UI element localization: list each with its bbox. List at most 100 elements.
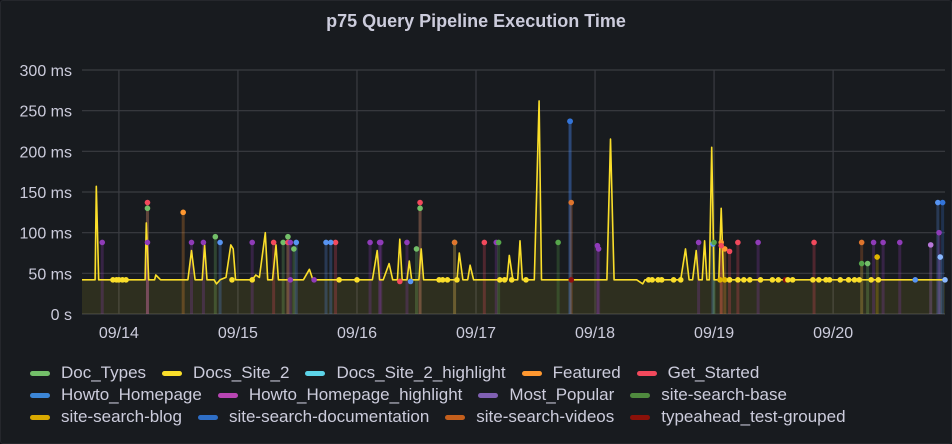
data-point-Doc_Types[interactable]	[413, 246, 420, 252]
data-point-Docs_Site_2[interactable]	[336, 277, 342, 283]
data-point-Howto_Homepage[interactable]	[293, 239, 300, 246]
data-point-Most_Popular[interactable]	[367, 239, 373, 246]
data-point-Get_Started[interactable]	[270, 239, 277, 246]
data-point-Docs_Site_2[interactable]	[868, 277, 874, 283]
data-point-Get_Started[interactable]	[144, 199, 151, 206]
data-point-Doc_Types[interactable]	[280, 239, 286, 246]
legend-item[interactable]: Get_Started	[636, 362, 759, 384]
data-point-Docs_Site_2[interactable]	[497, 277, 503, 283]
data-point-site-search-videos[interactable]	[451, 239, 458, 246]
data-point-typeahead_test-grouped[interactable]	[568, 277, 575, 283]
data-point-Docs_Site_2_highlight[interactable]	[937, 254, 944, 260]
data-point-Most_Popular[interactable]	[287, 277, 294, 283]
data-point-Howto_Homepage_highlight[interactable]	[927, 242, 934, 248]
data-point-Docs_Site_2[interactable]	[785, 277, 791, 283]
data-point-Most_Popular[interactable]	[870, 239, 877, 246]
data-point-Docs_Site_2[interactable]	[816, 277, 822, 283]
data-point-Docs_Site_2[interactable]	[649, 277, 655, 283]
data-point-Docs_Site_2[interactable]	[508, 277, 515, 283]
data-point-Get_Started[interactable]	[417, 199, 423, 206]
data-point-Howto_Homepage[interactable]	[935, 199, 941, 206]
data-point-Get_Started[interactable]	[726, 248, 733, 255]
data-point-Most_Popular[interactable]	[99, 239, 106, 246]
data-point-Docs_Site_2[interactable]	[229, 277, 235, 283]
legend-item[interactable]: site-search-base	[630, 384, 787, 406]
data-point-Doc_Types[interactable]	[291, 246, 297, 252]
data-point-Docs_Site_2[interactable]	[845, 277, 852, 283]
data-point-Get_Started[interactable]	[397, 278, 403, 285]
data-point-Docs_Site_2[interactable]	[677, 277, 684, 283]
data-point-site-search-documentation[interactable]	[567, 118, 573, 125]
legend-item[interactable]: typeahead_test-grouped	[630, 406, 846, 428]
data-point-Most_Popular[interactable]	[188, 239, 195, 246]
data-point-Most_Popular[interactable]	[595, 246, 602, 252]
data-point-site-search-base[interactable]	[711, 239, 717, 246]
legend-item[interactable]: Docs_Site_2	[162, 362, 289, 384]
data-point-Docs_Site_2[interactable]	[851, 277, 858, 283]
data-point-Docs_Site_2[interactable]	[658, 277, 665, 283]
legend-item[interactable]: site-search-blog	[30, 406, 182, 428]
data-point-Doc_Types[interactable]	[285, 233, 291, 240]
data-point-Docs_Site_2[interactable]	[775, 277, 782, 283]
data-point-Most_Popular[interactable]	[377, 239, 384, 246]
data-point-Docs_Site_2[interactable]	[444, 277, 451, 283]
data-point-Docs_Site_2[interactable]	[454, 277, 460, 283]
data-point-Most_Popular[interactable]	[936, 229, 942, 236]
legend-item[interactable]: site-search-documentation	[197, 406, 429, 428]
data-point-Most_Popular[interactable]	[695, 239, 702, 246]
data-point-Docs_Site_2[interactable]	[501, 277, 508, 283]
data-point-site-search-base[interactable]	[495, 239, 502, 246]
data-point-Howto_Homepage[interactable]	[407, 278, 414, 285]
data-point-Get_Started[interactable]	[811, 239, 817, 246]
data-point-Most_Popular[interactable]	[311, 277, 317, 283]
data-point-site-search-blog[interactable]	[874, 254, 880, 260]
data-point-Docs_Site_2[interactable]	[856, 277, 863, 283]
data-point-Get_Started[interactable]	[718, 242, 725, 249]
legend-item[interactable]: Howto_Homepage	[30, 384, 202, 406]
legend-item[interactable]: Docs_Site_2_highlight	[305, 362, 506, 384]
data-point-site-search-base[interactable]	[555, 239, 561, 246]
data-point-site-search-blog[interactable]	[721, 277, 728, 283]
data-point-Most_Popular[interactable]	[755, 239, 761, 246]
time-series-chart[interactable]: 0 s 50 ms 100 ms 150 ms 200 ms 250 ms 300 ms 0…	[0, 0, 952, 350]
data-point-Most_Popular[interactable]	[896, 239, 903, 246]
data-point-Most_Popular[interactable]	[144, 239, 151, 246]
data-point-Docs_Site_2[interactable]	[123, 277, 129, 283]
data-point-Docs_Site_2[interactable]	[757, 277, 764, 283]
data-point-Docs_Site_2[interactable]	[741, 277, 747, 283]
data-point-Docs_Site_2[interactable]	[810, 277, 816, 283]
legend-item[interactable]: Most_Popular	[478, 384, 614, 406]
data-point-site-search-videos[interactable]	[568, 199, 575, 206]
data-point-Get_Started[interactable]	[735, 239, 741, 246]
data-point-Docs_Site_2[interactable]	[875, 277, 882, 283]
data-point-Most_Popular[interactable]	[200, 239, 207, 246]
data-point-Docs_Site_2_highlight[interactable]	[942, 277, 948, 283]
data-point-Featured[interactable]	[721, 246, 728, 252]
data-point-Most_Popular[interactable]	[404, 239, 410, 246]
data-point-Docs_Site_2[interactable]	[670, 277, 677, 283]
legend-item[interactable]: Howto_Homepage_highlight	[217, 384, 462, 406]
data-point-Howto_Homepage[interactable]	[327, 239, 334, 246]
data-point-Docs_Site_2[interactable]	[826, 277, 833, 283]
data-point-Docs_Site_2[interactable]	[735, 277, 741, 283]
data-point-site-search-base[interactable]	[858, 260, 865, 267]
data-point-Doc_Types[interactable]	[417, 205, 423, 212]
data-point-Doc_Types[interactable]	[212, 233, 219, 240]
data-point-Docs_Site_2[interactable]	[354, 277, 360, 283]
data-point-Featured[interactable]	[180, 209, 186, 216]
legend-item[interactable]: Featured	[521, 362, 621, 384]
series-line-Docs_Site_2[interactable]	[82, 100, 945, 285]
data-point-Most_Popular[interactable]	[880, 239, 886, 246]
data-point-Docs_Site_2[interactable]	[523, 277, 529, 283]
data-point-site-search-videos[interactable]	[858, 239, 865, 246]
data-point-Docs_Site_2[interactable]	[746, 277, 753, 283]
data-point-Most_Popular[interactable]	[249, 239, 256, 246]
data-point-Get_Started[interactable]	[481, 239, 488, 246]
panel-title[interactable]: p75 Query Pipeline Execution Time	[326, 11, 626, 31]
data-point-Howto_Homepage[interactable]	[912, 277, 919, 283]
data-point-site-search-blog[interactable]	[717, 277, 723, 283]
legend-item[interactable]: Doc_Types	[30, 362, 146, 384]
data-point-Doc_Types[interactable]	[864, 260, 871, 267]
data-point-Howto_Homepage[interactable]	[323, 239, 329, 246]
data-point-Docs_Site_2[interactable]	[837, 277, 844, 283]
